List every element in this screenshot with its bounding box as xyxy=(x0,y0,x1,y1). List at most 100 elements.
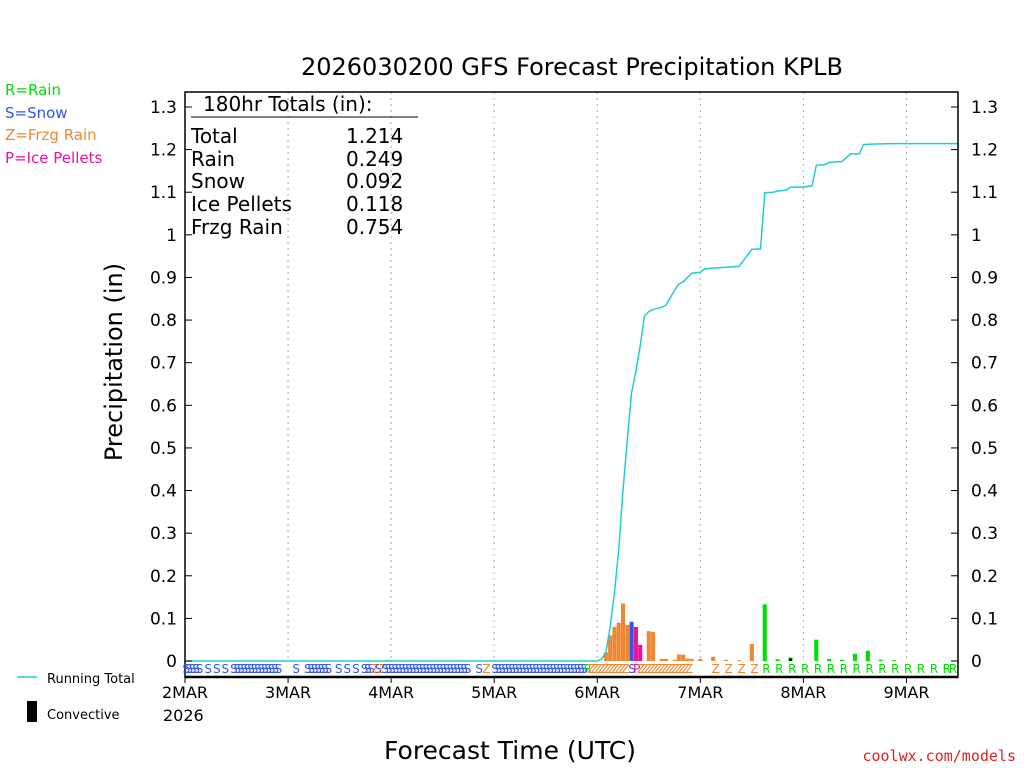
precip-type-code: S xyxy=(440,662,448,676)
y-tick-label-right: 1.1 xyxy=(971,183,998,203)
precip-type-code: Z xyxy=(621,662,629,676)
precip-type-code: S xyxy=(398,662,406,676)
precip-bar xyxy=(724,659,729,661)
y-tick-label-right: 0.7 xyxy=(971,354,998,374)
y-tick-label-right: 0.1 xyxy=(971,609,998,629)
precip-type-code: Z xyxy=(664,662,672,676)
precip-bar xyxy=(638,644,643,661)
y-tick-label-left: 0 xyxy=(166,652,177,672)
y-tick-label-left: 0.2 xyxy=(150,567,177,587)
precip-type-code: Z xyxy=(675,662,683,676)
x-tick-label: 6MAR xyxy=(574,683,620,702)
totals-label: Rain xyxy=(191,147,235,171)
y-tick-label-right: 0.9 xyxy=(971,268,998,288)
precip-bar xyxy=(685,658,690,661)
precip-type-code: S xyxy=(196,662,204,676)
precip-type-code: Z xyxy=(640,662,648,676)
precip-type-code: S xyxy=(405,662,413,676)
x-tick-label: 8MAR xyxy=(780,683,826,702)
precip-type-code: S xyxy=(543,662,551,676)
precip-type-code: S xyxy=(453,662,461,676)
precip-type-code: S xyxy=(275,662,283,676)
precip-bar xyxy=(646,631,651,661)
precip-type-code: S xyxy=(567,662,575,676)
precip-type-code: S xyxy=(230,662,238,676)
precip-type-code: S xyxy=(416,662,424,676)
precip-bar xyxy=(612,626,617,661)
precip-type-code: R xyxy=(840,662,848,676)
totals-label: Frzg Rain xyxy=(191,215,283,239)
precip-type-code: S xyxy=(505,662,513,676)
precip-bar xyxy=(603,652,608,661)
series-legend: Running Total Convective xyxy=(17,672,135,723)
precip-type-code: Z xyxy=(647,662,655,676)
precip-type-code: S xyxy=(258,662,266,676)
precip-type-code: S xyxy=(536,662,544,676)
precip-type-code: S xyxy=(244,662,252,676)
precip-type-code: S xyxy=(563,662,571,676)
precip-type-code: S xyxy=(388,662,396,676)
y-tick-label-left: 0.1 xyxy=(150,609,177,629)
precip-type-code: R xyxy=(943,662,951,676)
precip-type-code: R xyxy=(827,662,835,676)
precip-type-code: Z xyxy=(594,662,602,676)
precip-bar xyxy=(749,643,754,661)
precip-type-code: Z xyxy=(615,662,623,676)
totals-value: 1.214 xyxy=(346,124,403,148)
precip-bars xyxy=(603,603,896,661)
precip-type-code: S xyxy=(247,662,255,676)
precip-type-code: R xyxy=(814,662,822,676)
totals-value: 0.118 xyxy=(346,192,403,216)
precip-type-code: S xyxy=(515,662,523,676)
legend-rain: R=Rain xyxy=(5,81,61,99)
precip-type-code: S xyxy=(495,662,503,676)
precip-type-code: Z xyxy=(618,662,626,676)
precip-type-code: S xyxy=(192,662,200,676)
precip-type-code: S xyxy=(254,662,262,676)
precip-type-code: Z xyxy=(750,662,758,676)
precip-type-code: S xyxy=(429,662,437,676)
precip-type-code: S xyxy=(392,662,400,676)
credit-label: coolwx.com/models xyxy=(862,747,1016,765)
precip-type-code: Z xyxy=(685,662,693,676)
y-tick-label-right: 0.6 xyxy=(971,396,998,416)
precip-bar xyxy=(676,654,681,661)
precip-type-code: R xyxy=(878,662,886,676)
precip-type-code: S xyxy=(264,662,272,676)
totals-label: Snow xyxy=(191,169,245,193)
precip-type-code: Z xyxy=(604,662,612,676)
precip-type-code: S xyxy=(204,662,212,676)
totals-label: Total xyxy=(190,124,238,148)
x-tick-label: 3MAR xyxy=(265,683,311,702)
precip-type-code: Z xyxy=(678,662,686,676)
y-tick-label-left: 1.3 xyxy=(150,98,177,118)
precip-type-code: Z xyxy=(725,662,733,676)
convective-bar xyxy=(789,658,793,661)
precip-type-code: R xyxy=(762,662,770,676)
running-total-legend-label: Running Total xyxy=(47,672,135,687)
precip-type-code: S xyxy=(447,662,455,676)
x-tick-label: 5MAR xyxy=(471,683,517,702)
precip-bar xyxy=(681,654,686,661)
precip-bar xyxy=(663,658,669,661)
y-tick-label-right: 0.4 xyxy=(971,482,998,502)
precip-type-code: S xyxy=(526,662,534,676)
y-tick-label-left: 0.9 xyxy=(150,268,177,288)
precip-type-code: Z xyxy=(608,662,616,676)
totals-value: 0.092 xyxy=(346,169,403,193)
precip-type-code: R xyxy=(949,662,957,676)
precip-bar xyxy=(827,658,832,661)
precip-type-code: S xyxy=(557,662,565,676)
y-tick-label-left: 1.1 xyxy=(150,183,177,203)
precip-type-code: S xyxy=(553,662,561,676)
precip-type-code: S xyxy=(352,662,360,676)
convective-legend-swatch xyxy=(27,701,37,722)
precip-type-code: Z xyxy=(644,662,652,676)
precip-type-code: S xyxy=(409,662,417,676)
precip-type-code: S xyxy=(436,662,444,676)
x-tick-label: 9MAR xyxy=(883,683,929,702)
x-tick-label: 7MAR xyxy=(677,683,723,702)
y-tick-label-left: 0.8 xyxy=(150,311,177,331)
precip-type-code: R xyxy=(584,662,592,676)
y-tick-label-right: 0.8 xyxy=(971,311,998,331)
